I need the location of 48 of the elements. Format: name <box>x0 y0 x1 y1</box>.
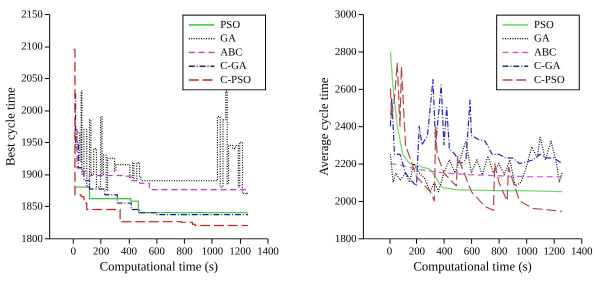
x-tick-label: 200 <box>93 246 110 258</box>
y-tick-label: 3000 <box>334 8 357 21</box>
legend-label: C-PSO <box>220 74 252 86</box>
line-series <box>390 136 563 192</box>
y-axis-title: Average cycle time <box>316 77 331 176</box>
y-tick-label: 2050 <box>21 72 43 85</box>
legend-label: C-GA <box>534 60 561 72</box>
x-tick-label: 400 <box>120 246 138 258</box>
x-tick-label: 600 <box>464 246 480 258</box>
legend-label: ABC <box>220 46 243 58</box>
x-tick-label: 800 <box>176 246 193 258</box>
x-tick-label: 1400 <box>570 246 593 258</box>
x-tick-label: 0 <box>70 246 76 258</box>
y-tick-label: 2400 <box>334 120 357 133</box>
x-tick-label: 0 <box>386 246 392 258</box>
legend-label: GA <box>220 32 236 45</box>
x-tick-label: 1000 <box>202 246 224 258</box>
legend-label: PSO <box>534 18 554 31</box>
x-tick-label: 200 <box>408 246 426 258</box>
y-tick-label: 1950 <box>21 136 43 149</box>
legend-label: PSO <box>220 18 240 31</box>
legend-label: GA <box>534 32 550 45</box>
y-tick-label: 2800 <box>334 46 357 58</box>
line-series <box>390 62 563 212</box>
y-tick-label: 1800 <box>21 232 43 245</box>
y-tick-label: 2100 <box>21 40 43 53</box>
legend-label: C-PSO <box>534 74 565 86</box>
y-tick-label: 2200 <box>334 158 357 170</box>
y-tick-label: 1850 <box>21 200 43 213</box>
y-tick-label: 2000 <box>334 195 357 208</box>
x-tick-label: 1200 <box>229 246 251 258</box>
y-tick-label: 2000 <box>21 104 43 117</box>
x-tick-label: 400 <box>436 246 453 258</box>
legend-label: ABC <box>534 46 556 58</box>
y-tick-label: 1800 <box>334 232 357 245</box>
x-tick-label: 1000 <box>516 246 538 258</box>
y-tick-label: 2600 <box>334 83 357 96</box>
legend-label: C-GA <box>220 60 247 72</box>
y-tick-label: 2150 <box>21 8 43 21</box>
y-tick-label: 1900 <box>21 168 43 181</box>
x-tick-label: 1200 <box>543 246 566 258</box>
x-tick-label: 1400 <box>257 246 279 258</box>
x-axis-title: Computational time (s) <box>413 259 532 274</box>
line-series <box>390 162 563 178</box>
x-tick-label: 600 <box>148 246 165 258</box>
y-axis-title: Best cycle time <box>3 87 18 166</box>
x-tick-label: 800 <box>491 246 508 258</box>
x-axis-title: Computational time (s) <box>100 259 218 274</box>
